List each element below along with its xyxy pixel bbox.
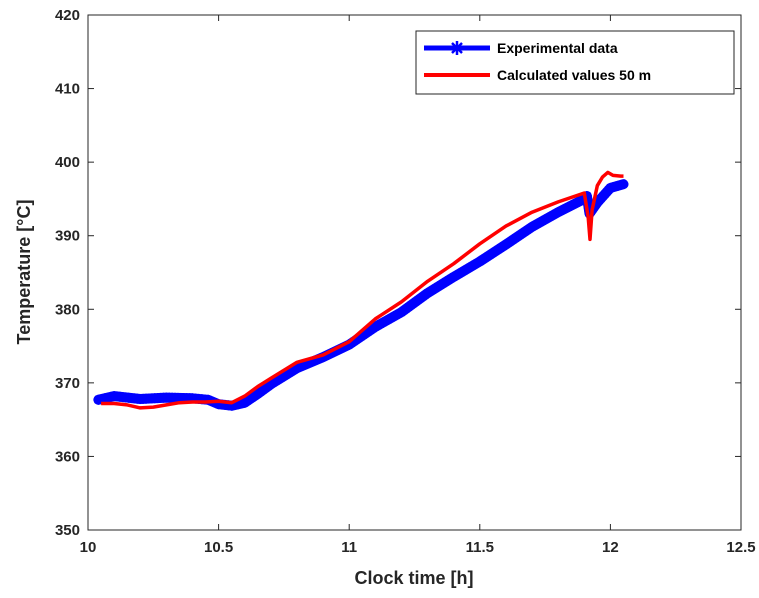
experimental-point — [615, 179, 626, 190]
x-tick-label: 11 — [341, 539, 357, 556]
legend-box — [415, 30, 735, 95]
x-tick-label: 10 — [80, 539, 97, 556]
x-tick-label: 10.5 — [204, 539, 233, 556]
legend-experimental-label: Experimental data — [497, 40, 618, 56]
series-calculated-line — [101, 170, 624, 410]
y-tick-label: 390 — [55, 228, 80, 245]
x-tick-label: 11.5 — [466, 539, 494, 556]
y-tick-label: 360 — [55, 448, 80, 465]
y-tick-label: 420 — [55, 7, 80, 24]
y-tick-label: 400 — [55, 154, 80, 171]
y-tick-label: 380 — [55, 301, 80, 318]
chart-marks — [93, 170, 629, 411]
legend: Experimental data Calculated values 50 m — [415, 30, 735, 95]
legend-calculated-label: Calculated values 50 m — [497, 67, 651, 83]
y-tick-label: 350 — [55, 522, 80, 539]
axis-ticks: 10 10.5 11 11.5 12 12.5 350 360 370 380 390 400 410 4… — [55, 7, 756, 556]
x-tick-label: 12.5 — [726, 539, 755, 556]
legend-experimental-marker — [450, 41, 464, 55]
y-tick-label: 410 — [55, 81, 80, 98]
plot-area-frame — [87, 14, 742, 531]
y-axis-label: Temperature [°C] — [14, 200, 34, 345]
x-tick-label: 12 — [602, 539, 619, 556]
y-tick-label: 370 — [55, 375, 80, 392]
x-axis-label: Clock time [h] — [354, 568, 473, 588]
